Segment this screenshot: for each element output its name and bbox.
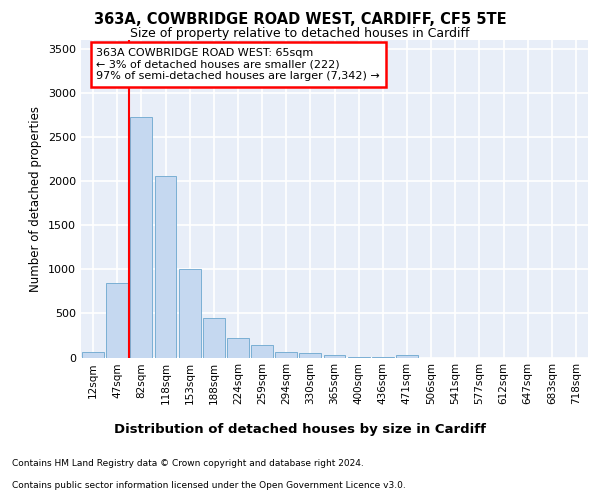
Bar [106, 282, 128, 358]
Bar [323, 355, 346, 358]
Bar [130, 116, 152, 358]
Bar [179, 270, 200, 358]
Bar [203, 318, 224, 358]
Text: Contains public sector information licensed under the Open Government Licence v3: Contains public sector information licen… [12, 481, 406, 490]
Bar [155, 176, 176, 358]
Bar [82, 352, 104, 358]
Text: 363A COWBRIDGE ROAD WEST: 65sqm
← 3% of detached houses are smaller (222)
97% of: 363A COWBRIDGE ROAD WEST: 65sqm ← 3% of … [96, 48, 380, 81]
Bar [227, 338, 249, 357]
Bar [275, 352, 297, 358]
Text: Size of property relative to detached houses in Cardiff: Size of property relative to detached ho… [130, 28, 470, 40]
Text: Contains HM Land Registry data © Crown copyright and database right 2024.: Contains HM Land Registry data © Crown c… [12, 458, 364, 468]
Bar [251, 344, 273, 358]
Bar [396, 356, 418, 358]
Bar [348, 356, 370, 358]
Y-axis label: Number of detached properties: Number of detached properties [29, 106, 43, 292]
Text: Distribution of detached houses by size in Cardiff: Distribution of detached houses by size … [114, 422, 486, 436]
Bar [299, 353, 321, 358]
Text: 363A, COWBRIDGE ROAD WEST, CARDIFF, CF5 5TE: 363A, COWBRIDGE ROAD WEST, CARDIFF, CF5 … [94, 12, 506, 28]
